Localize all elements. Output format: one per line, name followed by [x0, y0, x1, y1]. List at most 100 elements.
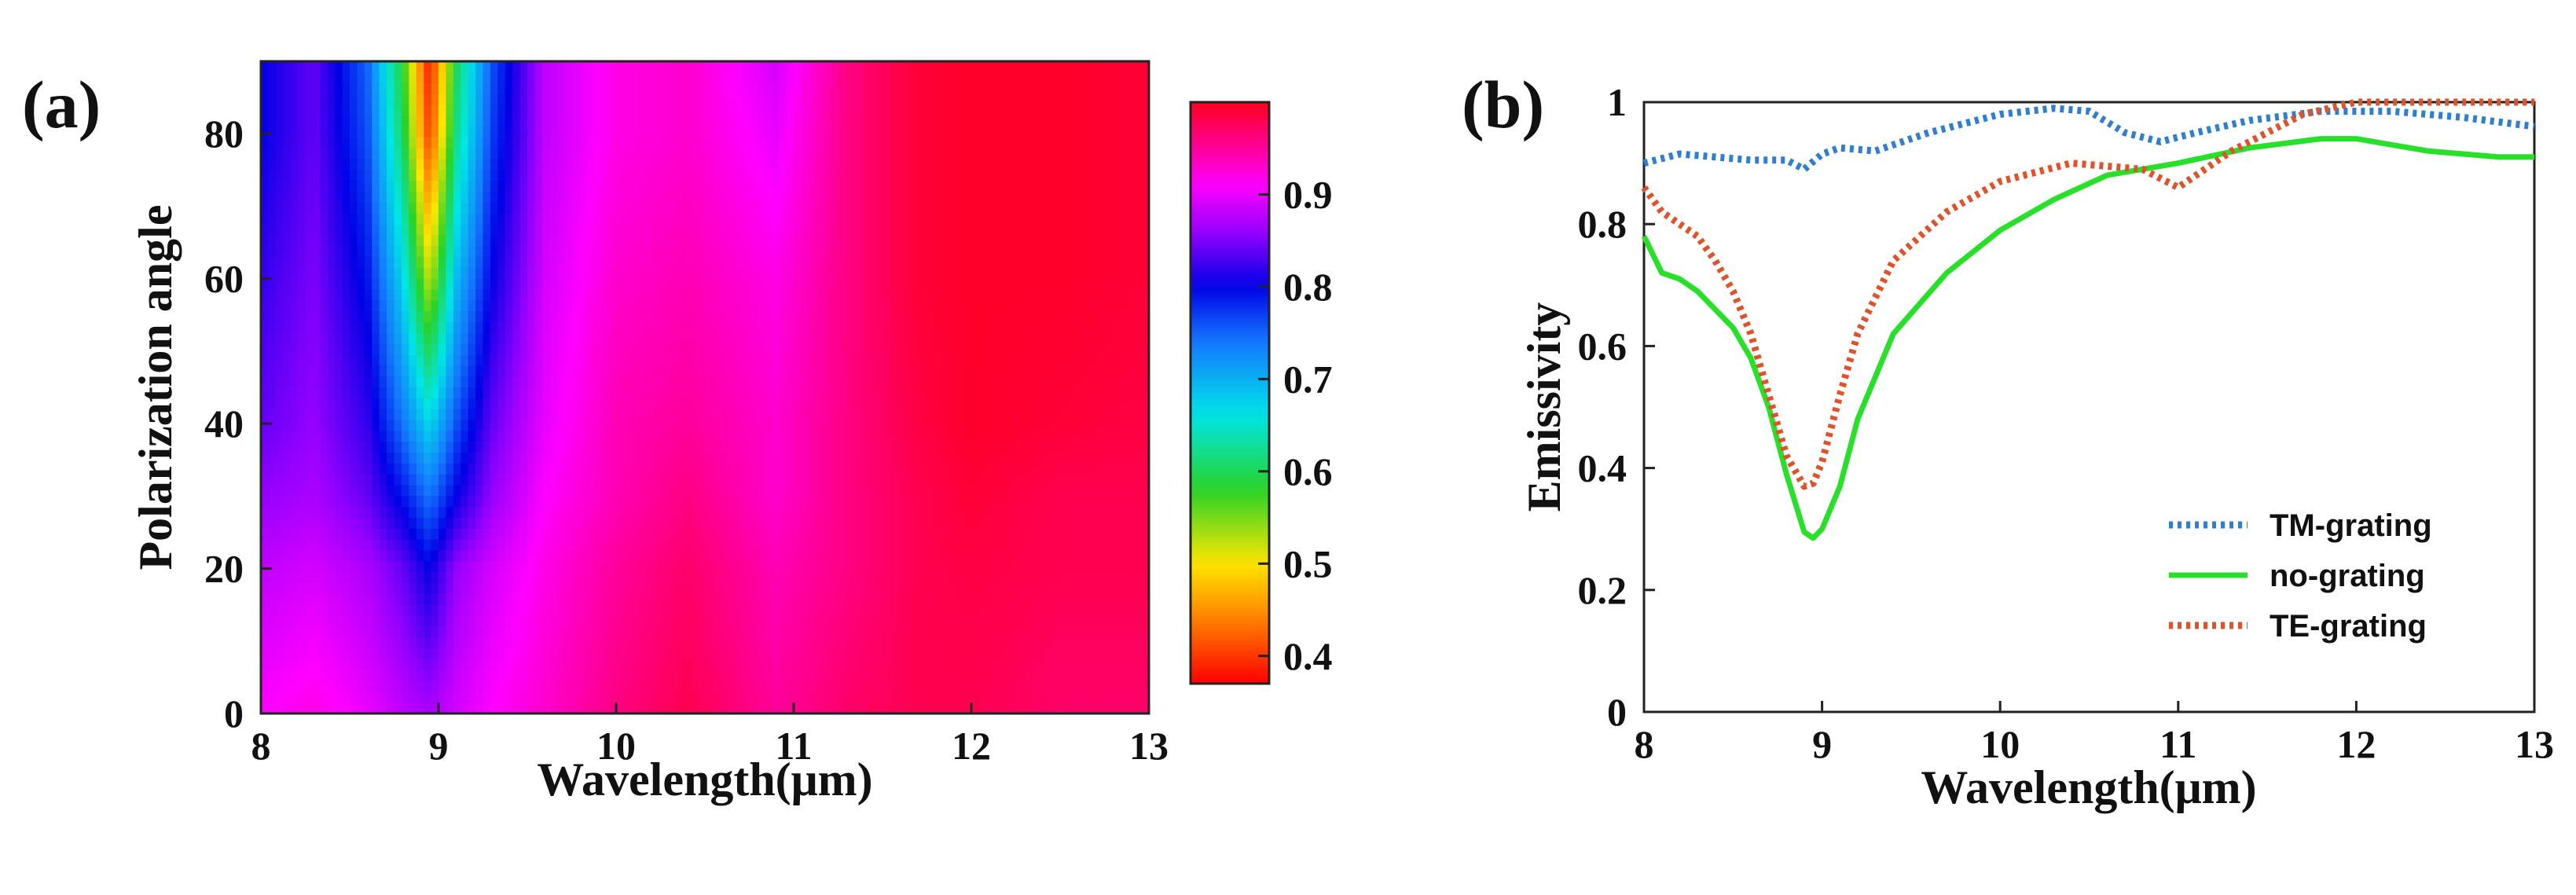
heatmap-cell	[823, 127, 831, 138]
heatmap-cell	[682, 278, 691, 291]
heatmap-cell	[298, 235, 306, 247]
heatmap-cell	[667, 148, 676, 160]
heatmap-cell	[675, 387, 684, 399]
heatmap-cell	[675, 137, 684, 149]
heatmap-cell	[949, 116, 957, 127]
heatmap-cell	[320, 376, 328, 388]
heatmap-cell	[985, 235, 994, 247]
heatmap-cell	[394, 453, 402, 464]
heatmap-cell	[667, 409, 676, 421]
heatmap-cell	[875, 420, 883, 431]
heatmap-cell	[719, 311, 728, 323]
heatmap-cell	[623, 159, 632, 171]
heatmap-cell	[490, 354, 498, 366]
heatmap-cell	[1111, 289, 1120, 301]
heatmap-cell	[601, 376, 610, 388]
heatmap-cell	[1111, 474, 1120, 486]
heatmap-cell	[401, 202, 409, 215]
heatmap-cell	[764, 474, 772, 486]
heatmap-cell	[1067, 343, 1076, 356]
heatmap-cell	[1111, 72, 1120, 84]
heatmap-cell	[682, 267, 691, 280]
heatmap-cell	[541, 94, 550, 105]
heatmap-cell	[490, 105, 498, 116]
heatmap-cell	[364, 365, 372, 377]
heatmap-cell	[290, 159, 299, 171]
heatmap-cell	[564, 235, 573, 247]
heatmap-cell	[963, 431, 972, 442]
heatmap-cell	[816, 507, 824, 519]
heatmap-cell	[1111, 181, 1120, 193]
heatmap-cell	[564, 311, 573, 323]
heatmap-cell	[845, 127, 853, 138]
heatmap-cell	[801, 192, 809, 204]
heatmap-cell	[475, 127, 484, 138]
heatmap-cell	[1037, 420, 1046, 431]
heatmap-cell	[1111, 463, 1120, 475]
heatmap-cell	[956, 322, 965, 334]
heatmap-cell	[794, 376, 802, 388]
heatmap-cell	[387, 376, 395, 388]
heatmap-cell	[993, 409, 1002, 421]
heatmap-cell	[564, 300, 573, 312]
heatmap-cell	[379, 83, 387, 95]
heatmap-cell	[823, 192, 831, 204]
heatmap-cell	[305, 83, 314, 95]
heatmap-cell	[357, 213, 365, 226]
heatmap-cell	[1045, 354, 1054, 366]
heatmap-cell	[1119, 235, 1128, 247]
heatmap-cell	[1089, 181, 1098, 193]
heatmap-cell	[786, 224, 794, 236]
heatmap-cell	[372, 365, 380, 377]
heatmap-cell	[883, 453, 891, 464]
heatmap-cell	[1060, 332, 1069, 345]
heatmap-cell	[364, 442, 372, 453]
heatmap-cell	[394, 127, 402, 138]
heatmap-cell	[372, 474, 380, 486]
heatmap-cell	[364, 278, 372, 291]
heatmap-cell	[801, 148, 809, 160]
heatmap-cell	[1097, 105, 1106, 116]
heatmap-cell	[512, 116, 521, 127]
heatmap-cell	[1126, 332, 1135, 345]
heatmap-cell	[1141, 267, 1150, 280]
heatmap-cell	[372, 300, 380, 312]
heatmap-cell	[534, 354, 543, 366]
heatmap-cell	[779, 213, 787, 226]
heatmap-cell	[667, 83, 676, 95]
heatmap-cell	[823, 398, 831, 410]
heatmap-cell	[446, 343, 454, 356]
heatmap-cell	[305, 463, 314, 475]
heatmap-cell	[971, 116, 980, 127]
heatmap-cell	[268, 181, 277, 193]
heatmap-cell	[468, 61, 476, 73]
heatmap-cell	[387, 300, 395, 312]
heatmap-cell	[461, 343, 469, 356]
heatmap-cell	[357, 170, 365, 182]
heatmap-cell	[556, 332, 565, 345]
heatmap-cell	[905, 431, 913, 442]
heatmap-cell	[424, 322, 432, 334]
heatmap-cell	[1037, 409, 1046, 421]
heatmap-cell	[290, 474, 299, 486]
heatmap-cell	[468, 431, 476, 442]
heatmap-cell	[653, 398, 662, 410]
heatmap-cell	[890, 420, 898, 431]
heatmap-cell	[312, 431, 321, 442]
heatmap-cell	[779, 116, 787, 127]
heatmap-cell	[712, 442, 721, 453]
heatmap-cell	[327, 289, 336, 301]
heatmap-cell	[497, 213, 506, 226]
heatmap-cell	[364, 148, 372, 160]
heatmap-cell	[416, 94, 424, 105]
heatmap-cell	[734, 322, 743, 334]
heatmap-cell	[985, 159, 994, 171]
heatmap-cell	[1030, 496, 1039, 508]
heatmap-cell	[912, 61, 920, 73]
heatmap-cell	[379, 105, 387, 116]
heatmap-cell	[764, 246, 772, 258]
heatmap-cell	[483, 127, 491, 138]
heatmap-cell	[860, 267, 868, 280]
heatmap-cell	[416, 202, 424, 215]
heatmap-cell	[1030, 322, 1039, 334]
